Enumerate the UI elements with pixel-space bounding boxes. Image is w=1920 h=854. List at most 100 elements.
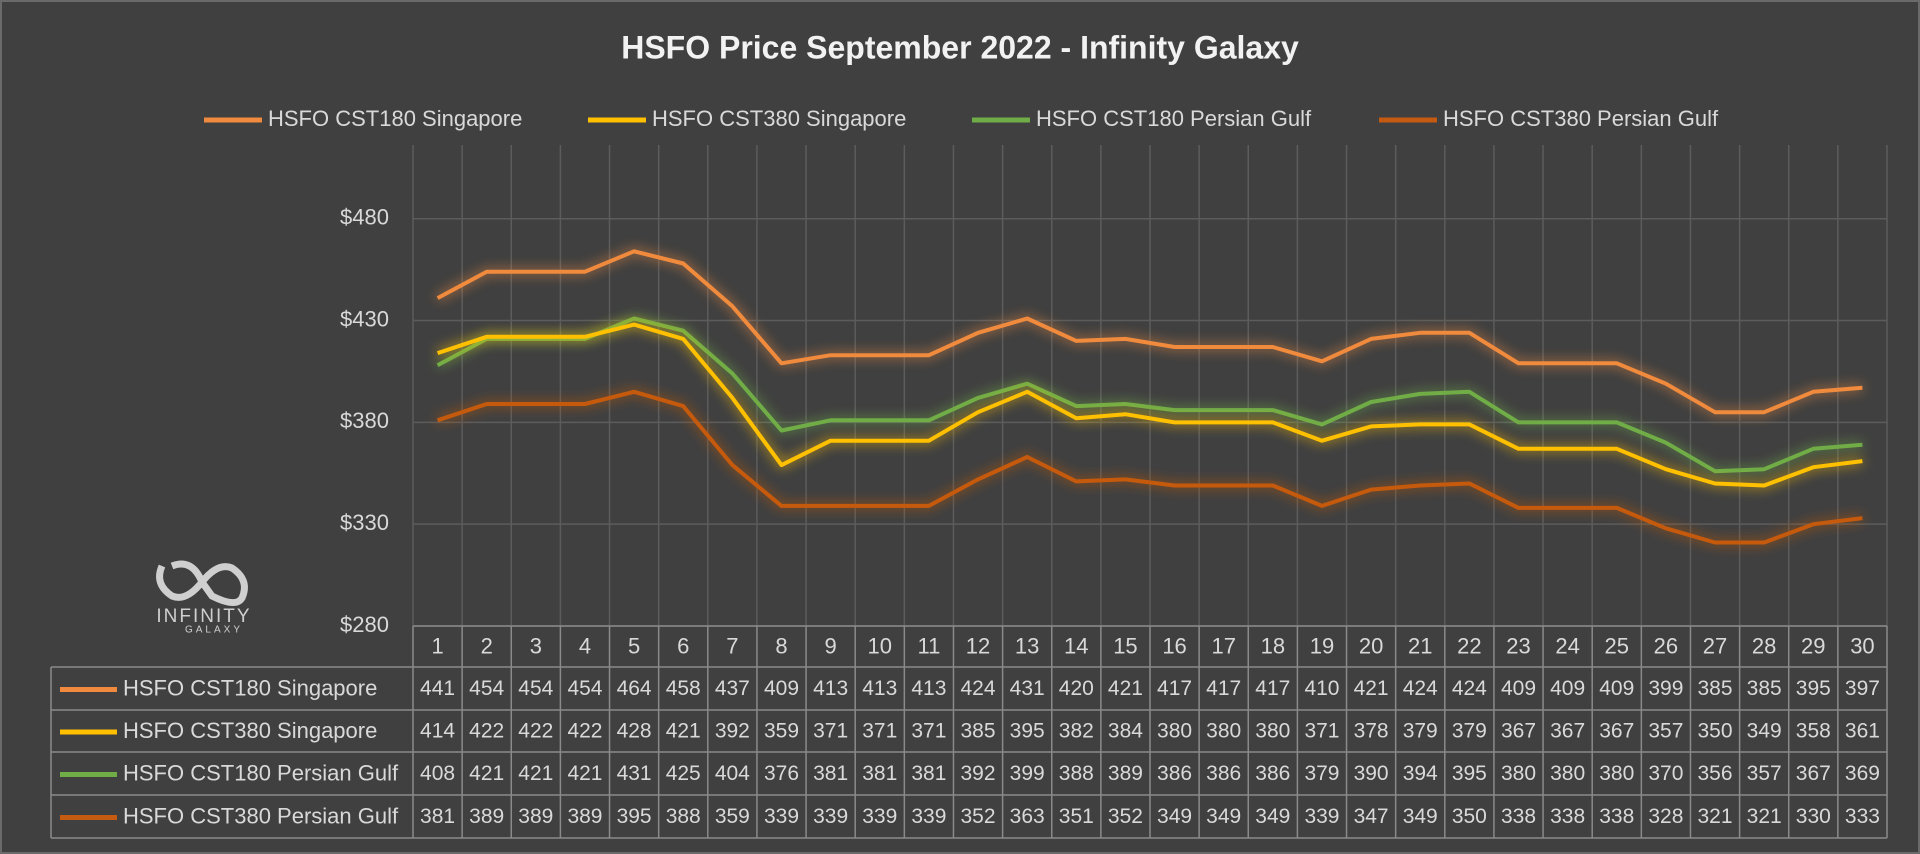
x-tick-label: 10 — [868, 633, 892, 658]
table-cell: 385 — [1747, 677, 1782, 700]
table-cell: 417 — [1206, 677, 1241, 700]
table-cell: 395 — [617, 805, 652, 828]
x-tick-label: 4 — [579, 633, 591, 658]
table-cell: 367 — [1550, 720, 1585, 743]
table-cell: 350 — [1698, 720, 1733, 743]
table-cell: 421 — [666, 720, 701, 743]
x-tick-label: 22 — [1457, 633, 1481, 658]
table-cell: 381 — [813, 762, 848, 785]
x-tick-label: 3 — [530, 633, 542, 658]
table-cell: 409 — [1501, 677, 1536, 700]
table-cell: 397 — [1845, 677, 1880, 700]
logo-text: INFINITY — [156, 606, 251, 627]
series-line — [436, 389, 1863, 545]
table-cell: 339 — [1304, 805, 1339, 828]
table-cell: 369 — [1845, 762, 1880, 785]
table-cell: 395 — [1010, 720, 1045, 743]
table-cell: 431 — [1010, 677, 1045, 700]
table-cell: 394 — [1403, 762, 1438, 785]
table-cell: 367 — [1599, 720, 1634, 743]
table-cell: 380 — [1157, 720, 1192, 743]
x-tick-label: 11 — [917, 633, 940, 658]
x-tick-label: 12 — [966, 633, 990, 658]
x-tick-label: 2 — [481, 633, 493, 658]
table-cell: 424 — [961, 677, 996, 700]
table-cell: 349 — [1403, 805, 1438, 828]
x-tick-label: 21 — [1408, 633, 1432, 658]
table-cell: 464 — [617, 677, 652, 700]
y-tick-label: $430 — [340, 306, 389, 331]
table-cell: 379 — [1403, 720, 1438, 743]
table-cell: 395 — [1452, 762, 1487, 785]
x-tick-label: 1 — [431, 633, 443, 658]
table-row-label: HSFO CST380 Singapore — [123, 718, 377, 743]
x-tick-label: 25 — [1605, 633, 1629, 658]
table-cell: 379 — [1452, 720, 1487, 743]
table-cell: 385 — [1698, 677, 1733, 700]
y-tick-label: $480 — [340, 205, 389, 230]
table-cell: 422 — [518, 720, 553, 743]
table-cell: 428 — [617, 720, 652, 743]
table-cell: 384 — [1108, 720, 1143, 743]
table-cell: 385 — [961, 720, 996, 743]
table-cell: 361 — [1845, 720, 1880, 743]
table-cell: 347 — [1354, 805, 1389, 828]
table-cell: 413 — [813, 677, 848, 700]
table-cell: 409 — [1599, 677, 1634, 700]
table-cell: 414 — [420, 720, 455, 743]
table-cell: 357 — [1648, 720, 1683, 743]
table-cell: 357 — [1747, 762, 1782, 785]
table-row-label: HSFO CST380 Persian Gulf — [123, 803, 399, 828]
table-cell: 371 — [862, 720, 897, 743]
x-tick-label: 26 — [1654, 633, 1678, 658]
table-cell: 389 — [518, 805, 553, 828]
table-cell: 422 — [567, 720, 602, 743]
table-cell: 367 — [1796, 762, 1831, 785]
table-cell: 380 — [1206, 720, 1241, 743]
table-cell: 349 — [1206, 805, 1241, 828]
table-cell: 409 — [1550, 677, 1585, 700]
table-cell: 352 — [961, 805, 996, 828]
table-cell: 379 — [1304, 762, 1339, 785]
x-tick-label: 5 — [628, 633, 640, 658]
table-cell: 421 — [1108, 677, 1143, 700]
table-cell: 382 — [1059, 720, 1094, 743]
table-cell: 349 — [1157, 805, 1192, 828]
table-cell: 333 — [1845, 805, 1880, 828]
table-cell: 371 — [911, 720, 946, 743]
table-cell: 359 — [715, 805, 750, 828]
table-cell: 321 — [1747, 805, 1782, 828]
table-cell: 376 — [764, 762, 799, 785]
table-cell: 431 — [617, 762, 652, 785]
table-cell: 404 — [715, 762, 750, 785]
table-row-label: HSFO CST180 Singapore — [123, 675, 377, 700]
x-tick-label: 28 — [1752, 633, 1776, 658]
table-cell: 386 — [1255, 762, 1290, 785]
table-cell: 328 — [1648, 805, 1683, 828]
x-tick-label: 9 — [825, 633, 837, 658]
x-tick-label: 17 — [1211, 633, 1235, 658]
table-cell: 421 — [567, 762, 602, 785]
x-tick-label: 8 — [775, 633, 787, 658]
table-cell: 330 — [1796, 805, 1831, 828]
table-cell: 395 — [1796, 677, 1831, 700]
table-cell: 381 — [911, 762, 946, 785]
table-cell: 424 — [1452, 677, 1487, 700]
legend-label: HSFO CST380 Singapore — [652, 106, 906, 131]
table-cell: 417 — [1255, 677, 1290, 700]
table-cell: 380 — [1255, 720, 1290, 743]
table-row-label: HSFO CST180 Persian Gulf — [123, 760, 399, 785]
table-cell: 359 — [764, 720, 799, 743]
table-cell: 321 — [1698, 805, 1733, 828]
table-cell: 381 — [862, 762, 897, 785]
table-cell: 390 — [1354, 762, 1389, 785]
y-tick-label: $330 — [340, 510, 389, 535]
x-tick-label: 27 — [1703, 633, 1727, 658]
table-cell: 421 — [469, 762, 504, 785]
legend-label: HSFO CST180 Persian Gulf — [1036, 106, 1312, 131]
table-cell: 392 — [961, 762, 996, 785]
x-tick-label: 20 — [1359, 633, 1383, 658]
logo: INFINITY GALAXY — [156, 560, 251, 636]
